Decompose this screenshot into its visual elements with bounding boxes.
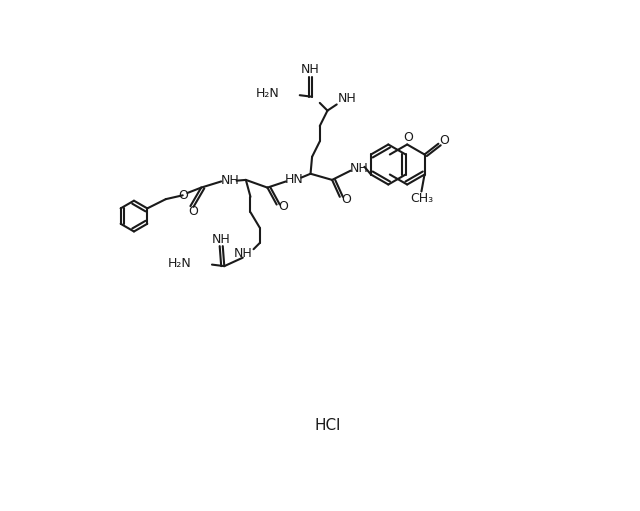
Text: O: O (189, 205, 198, 218)
Text: O: O (440, 134, 449, 147)
Text: NH: NH (338, 92, 357, 105)
Text: HN: HN (285, 173, 304, 185)
Text: HCl: HCl (315, 418, 341, 433)
Text: NH: NH (301, 63, 320, 76)
Text: O: O (341, 193, 351, 205)
Text: NH: NH (220, 174, 239, 187)
Text: O: O (278, 200, 288, 214)
Text: NH: NH (234, 246, 252, 260)
Text: CH₃: CH₃ (410, 192, 433, 205)
Text: H₂N: H₂N (168, 257, 192, 270)
Text: O: O (178, 189, 188, 202)
Text: H₂N: H₂N (256, 87, 280, 100)
Text: NH: NH (349, 162, 369, 175)
Text: NH: NH (212, 233, 230, 246)
Text: O: O (403, 131, 413, 144)
